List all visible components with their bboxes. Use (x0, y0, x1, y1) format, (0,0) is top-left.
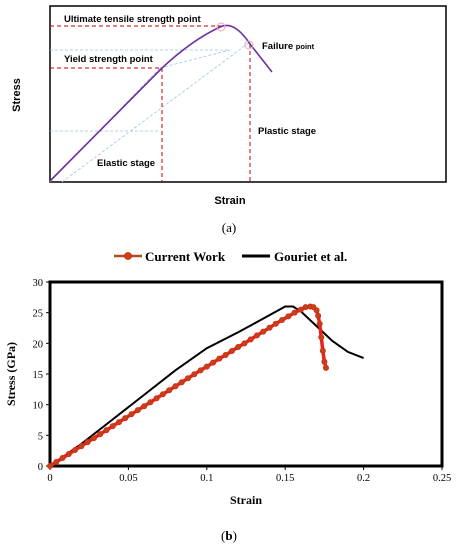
data-point-current-work (266, 324, 273, 331)
data-point-current-work (178, 379, 185, 386)
data-point-current-work (65, 451, 72, 458)
uts-marker (216, 22, 226, 32)
y-tick-label: 0 (38, 462, 43, 473)
x-tick-label: 0.1 (200, 473, 213, 484)
panel-a-caption: (a) (222, 220, 236, 235)
data-point-current-work (134, 407, 141, 414)
data-point-current-work (318, 334, 325, 341)
stress-strain-curve (49, 24, 273, 182)
data-point-current-work (53, 459, 60, 466)
data-point-current-work (297, 306, 304, 313)
data-point-current-work (172, 383, 179, 390)
data-point-current-work (285, 313, 292, 320)
data-point-current-work (159, 391, 166, 398)
data-point-current-work (72, 447, 79, 454)
data-point-current-work (128, 411, 135, 418)
y-tick-label: 10 (33, 401, 44, 412)
panel-b-axes: 0 0.05 0.1 0.15 0.2 0.25 0 5 10 15 20 25 30 (33, 278, 452, 484)
data-point-current-work (147, 399, 154, 406)
data-point-current-work (228, 347, 235, 354)
panel-b-y-label: Stress (GPa) (4, 342, 18, 406)
panel-a: Ultimate tensile strength point Yield st… (11, 5, 447, 235)
data-point-current-work (47, 462, 54, 469)
panel-a-x-label: Strain (214, 195, 245, 207)
panel-b: 0 0.05 0.1 0.15 0.2 0.25 0 5 10 15 20 25 30 Strain S… (4, 278, 451, 543)
data-point-current-work (153, 395, 160, 402)
data-point-current-work (322, 364, 329, 371)
data-point-current-work (235, 344, 242, 351)
x-tick-label: 0 (47, 473, 52, 484)
data-point-current-work (141, 403, 148, 410)
y-tick-label: 15 (33, 370, 44, 381)
data-point-current-work (203, 363, 210, 370)
data-point-current-work (321, 358, 328, 365)
data-point-current-work (122, 415, 129, 422)
panel-b-frame (48, 280, 444, 468)
data-point-current-work (315, 312, 322, 319)
x-tick-label: 0.25 (433, 473, 451, 484)
data-point-current-work (191, 371, 198, 378)
yield-label: Yield strength point (64, 54, 154, 65)
data-point-current-work (210, 359, 217, 366)
data-point-current-work (103, 427, 110, 434)
data-point-current-work (216, 355, 223, 362)
data-point-current-work (78, 443, 85, 450)
panel-b-caption: (b) (221, 528, 237, 543)
x-tick-label: 0.05 (119, 473, 137, 484)
legend-marker-icon (124, 252, 132, 260)
data-point-current-work (260, 328, 267, 335)
failure-marker (244, 40, 254, 50)
data-point-current-work (247, 336, 254, 343)
data-point-current-work (109, 423, 116, 430)
data-point-current-work (59, 455, 66, 462)
data-point-current-work (90, 435, 97, 442)
data-point-current-work (316, 320, 323, 327)
panel-b-legend: Current Work Gouriet et al. (114, 249, 347, 264)
series-line-gouriet (49, 305, 364, 467)
data-point-current-work (184, 375, 191, 382)
elastic-stage-label: Elastic stage (97, 158, 155, 169)
data-point-current-work (97, 431, 104, 438)
y-tick-label: 20 (33, 339, 44, 350)
data-point-current-work (115, 419, 122, 426)
panel-a-y-label: Stress (11, 78, 23, 112)
legend-item-gouriet: Gouriet et al. (242, 249, 347, 264)
uts-label: Ultimate tensile strength point (64, 14, 202, 25)
panel-a-frame (49, 5, 447, 183)
series-line-current-work (49, 304, 328, 468)
panel-b-series (47, 303, 364, 469)
legend-gouriet-label: Gouriet et al. (274, 249, 347, 264)
x-tick-label: 0.2 (357, 473, 370, 484)
data-point-current-work (279, 317, 286, 324)
y-tick-label: 25 (33, 309, 44, 320)
failure-label: Failure point (262, 41, 315, 52)
data-point-current-work (241, 340, 248, 347)
y-tick-label: 30 (33, 278, 44, 289)
panel-a-construction-lines (49, 41, 251, 183)
plastic-stage-label: Plastic stage (258, 126, 316, 137)
legend-current-work-label: Current Work (145, 249, 226, 264)
panel-a-guide-lines (50, 25, 251, 182)
data-point-current-work (166, 387, 173, 394)
data-point-current-work (222, 351, 229, 358)
data-point-current-work (313, 307, 320, 314)
y-tick-label: 5 (38, 431, 43, 442)
data-point-current-work (291, 309, 298, 316)
data-point-current-work (84, 439, 91, 446)
data-point-current-work (253, 332, 260, 339)
data-point-current-work (272, 320, 279, 327)
data-point-current-work (197, 367, 204, 374)
data-point-current-work (319, 347, 326, 354)
panel-b-x-label: Strain (230, 493, 262, 507)
x-tick-label: 0.15 (276, 473, 294, 484)
legend-item-current-work: Current Work (114, 249, 226, 264)
